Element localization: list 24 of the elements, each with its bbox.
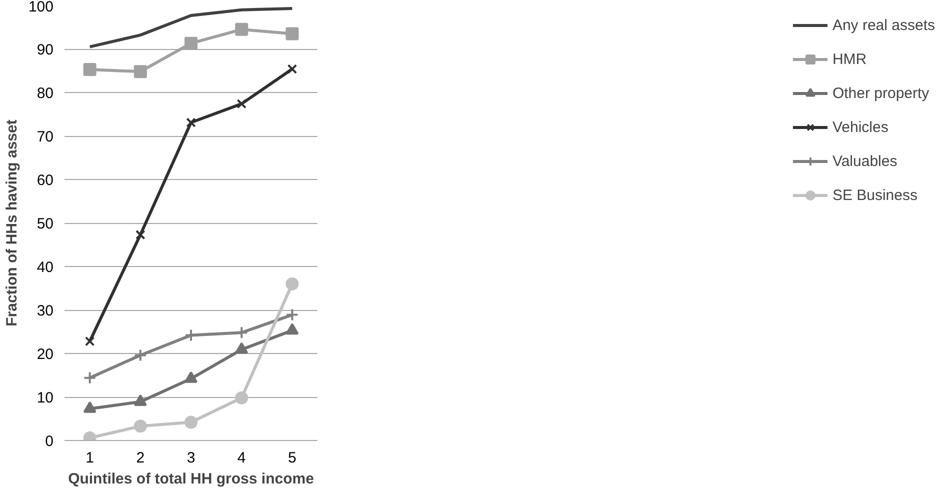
y-tick-label: 10 [36, 390, 54, 406]
x-tick-label: 4 [237, 450, 246, 466]
y-tick-label: 70 [36, 128, 54, 146]
x-tick-label: 2 [136, 450, 145, 466]
y-axis-title: Fraction of HHs having asset [3, 120, 20, 326]
y-tick-label: 90 [36, 42, 54, 58]
legend-label: HMR [832, 50, 867, 68]
y-tick-label: 50 [36, 216, 54, 232]
x-axis-title: Quintiles of total HH gross income [68, 470, 314, 488]
legend-label: Vehicles [832, 118, 888, 136]
y-tick-label: 20 [36, 346, 54, 363]
y-tick-label: 100 [28, 0, 54, 16]
y-tick-label: 40 [36, 259, 54, 276]
x-tick-label: 3 [186, 450, 196, 466]
legend-label: Other property [832, 84, 930, 102]
y-tick-label: 30 [36, 302, 54, 320]
x-tick-label: 1 [86, 450, 94, 466]
y-tick-label: 80 [36, 85, 54, 102]
y-tick-label: 0 [45, 433, 54, 450]
y-tick-label: 60 [36, 172, 54, 189]
x-tick-label: 5 [288, 450, 296, 466]
legend-label: Any real assets [832, 16, 935, 34]
legend-label: Valuables [832, 152, 898, 170]
legend-label: SE Business [832, 186, 918, 204]
